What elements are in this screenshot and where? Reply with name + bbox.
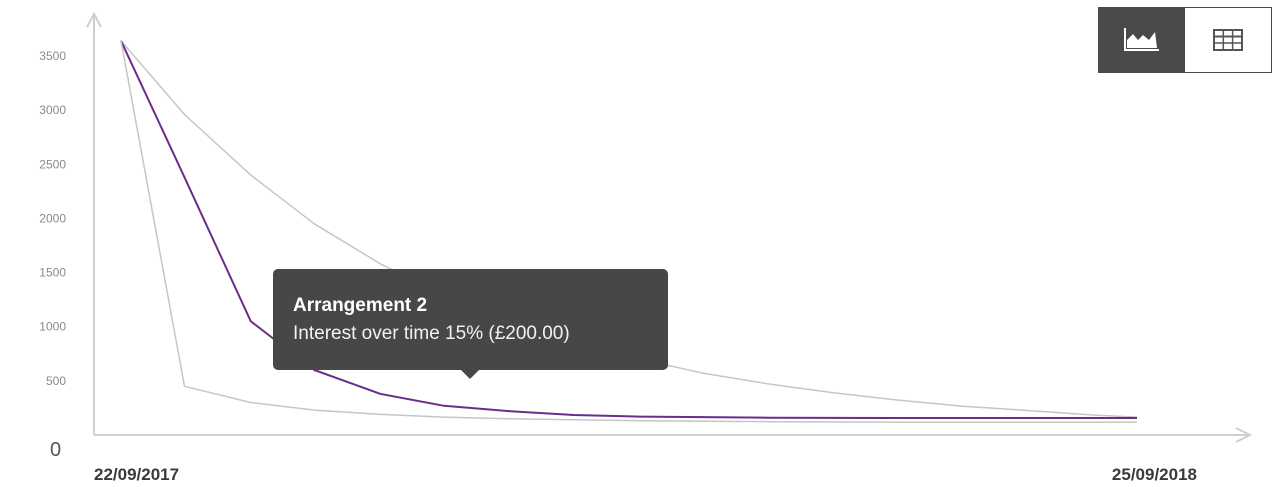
x-tick-label: 25/09/2018	[1112, 465, 1197, 484]
y-tick-label: 0	[50, 439, 61, 461]
y-tick-label: 3000	[39, 103, 66, 117]
chart-view-button[interactable]	[1099, 8, 1185, 72]
y-tick-label: 2500	[39, 157, 66, 171]
y-tick-label: 1500	[39, 266, 66, 280]
y-tick-label: 500	[46, 374, 66, 388]
x-tick-label: 22/09/2017	[94, 465, 179, 484]
tooltip-pointer	[461, 370, 479, 379]
y-tick-labels: 0 500 1000 1500 2000 2500 3000 3500	[39, 49, 66, 461]
y-tick-label: 2000	[39, 211, 66, 225]
y-tick-label: 1000	[39, 320, 66, 334]
x-tick-labels: 22/09/2017 25/09/2018	[94, 465, 1197, 484]
table-view-button[interactable]	[1185, 8, 1271, 72]
series-line-3[interactable]	[120, 40, 1137, 424]
y-axis-arrow	[86, 11, 102, 28]
x-axis-arrow	[1235, 427, 1253, 443]
table-grid-icon	[1213, 29, 1243, 51]
view-toggle	[1098, 7, 1272, 73]
data-tooltip: Arrangement 2 Interest over time 15% (£2…	[273, 269, 668, 379]
y-tick-label: 3500	[39, 49, 66, 63]
chart-axes	[86, 11, 1253, 443]
tooltip-body: Interest over time 15% (£200.00)	[293, 323, 570, 344]
area-chart-icon	[1124, 28, 1159, 51]
tooltip-title: Arrangement 2	[293, 295, 428, 316]
